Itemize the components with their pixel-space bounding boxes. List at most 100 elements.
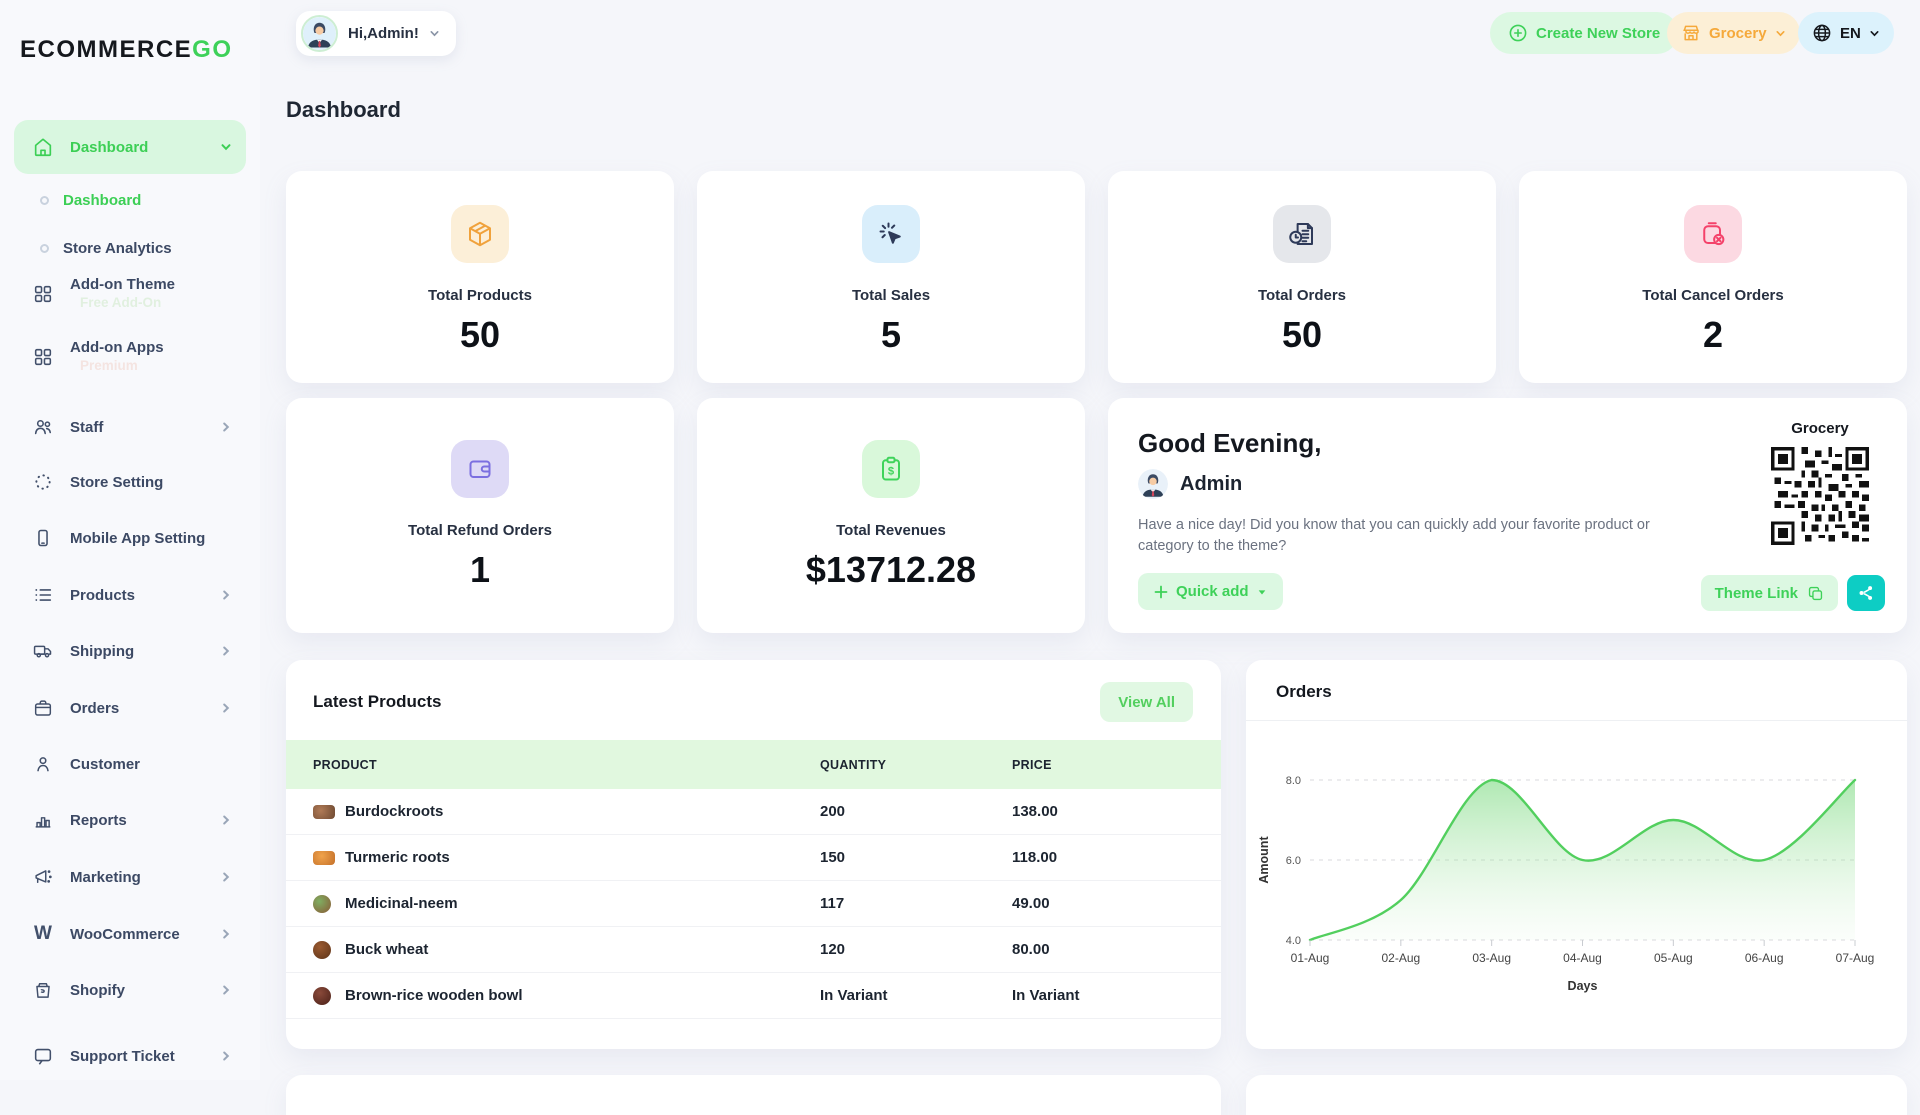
create-new-store-label: Create New Store [1536, 24, 1661, 42]
share-icon [1859, 586, 1873, 600]
storefront-icon [1683, 25, 1699, 41]
sidebar-item-label: Reports [70, 811, 127, 829]
orders-area-chart: 4.0 6.0 8.0 01-Aug 02-Aug 03-Aug 04-Aug 05-Aug 0… [1254, 755, 1899, 1015]
greeting-title: Good Evening, [1138, 428, 1322, 458]
table-row[interactable]: Brown-rice wooden bowl In Variant In Var… [286, 973, 1221, 1019]
theme-link-button[interactable]: Theme Link [1700, 575, 1838, 611]
divider [1246, 720, 1907, 721]
wallet-icon [451, 440, 509, 498]
column-header-quantity: QUANTITY [820, 757, 887, 772]
store-selector-chip[interactable]: Grocery [1667, 12, 1800, 54]
sidebar-item-addon-apps[interactable]: Add-on Apps Premium [14, 329, 246, 385]
stat-label: Total Orders [1257, 287, 1347, 304]
create-new-store-button[interactable]: Create New Store [1490, 12, 1679, 54]
language-selector-chip[interactable]: EN [1798, 12, 1894, 54]
svg-text:6.0: 6.0 [1286, 855, 1301, 867]
chevron-down-icon [1776, 30, 1785, 36]
sidebar-item-products[interactable]: Products [14, 567, 246, 623]
sidebar-item-dashboard[interactable]: Dashboard [14, 120, 246, 174]
product-quantity: 120 [820, 941, 846, 958]
share-button[interactable] [1847, 575, 1885, 611]
shopping-bag-icon [36, 983, 50, 998]
product-name: Buck wheat [345, 941, 429, 958]
sidebar-item-store-setting[interactable]: Store Setting [14, 454, 246, 510]
addon-badge: Free Add-On [80, 294, 162, 310]
table-row[interactable]: Medicinal-neem 117 49.00 [286, 881, 1221, 927]
grid-icon [34, 348, 52, 366]
table-row[interactable]: Buck wheat 120 80.00 [286, 927, 1221, 973]
sidebar-subitem-label: Store Analytics [63, 239, 172, 257]
sidebar-subitem-label: Dashboard [63, 191, 142, 209]
dotted-circle-icon [35, 474, 51, 490]
sidebar-item-label: Customer [70, 755, 141, 773]
product-quantity: 117 [820, 895, 845, 912]
sidebar-item-customer[interactable]: Customer [14, 736, 246, 792]
chevron-right-icon [223, 703, 230, 713]
sidebar-item-support-ticket[interactable]: Support Ticket [14, 1028, 246, 1084]
mobile-icon [38, 529, 48, 547]
table-row[interactable]: Turmeric roots 150 118.00 [286, 835, 1221, 881]
sidebar-item-label: WooCommerce [70, 925, 180, 943]
svg-text:4.0: 4.0 [1286, 935, 1301, 947]
sidebar-subitem-dashboard[interactable]: Dashboard [14, 178, 246, 222]
sidebar-item-label: Mobile App Setting [70, 529, 206, 547]
store-selector-label: Grocery [1709, 24, 1767, 42]
sidebar-item-woocommerce[interactable]: W WooCommerce [14, 906, 246, 962]
home-icon [34, 138, 52, 157]
sidebar-item-marketing[interactable]: Marketing [14, 849, 246, 905]
view-all-button[interactable]: View All [1100, 682, 1193, 722]
product-name: Brown-rice wooden bowl [345, 987, 523, 1004]
truck-icon [33, 645, 52, 658]
latest-products-card: Latest Products View All PRODUCT QUANTIT… [286, 660, 1221, 1049]
megaphone-icon [35, 870, 52, 884]
table-header: PRODUCT QUANTITY PRICE [286, 740, 1221, 789]
list-icon [35, 589, 52, 601]
chevron-down-icon [1870, 30, 1879, 36]
product-thumbnail [313, 804, 335, 819]
svg-text:$: $ [888, 466, 895, 478]
sidebar-item-reports[interactable]: Reports [14, 792, 246, 848]
product-thumbnail [313, 986, 331, 1005]
bullet-icon [40, 195, 49, 205]
sidebar-item-shopify[interactable]: Shopify [14, 962, 246, 1018]
chevron-right-icon [223, 1051, 230, 1061]
product-thumbnail [313, 850, 335, 865]
brand-logo-black: ECOΜΜERCE [20, 36, 193, 63]
bar-chart-icon [35, 817, 51, 828]
sidebar-item-shipping[interactable]: Shipping [14, 623, 246, 679]
sidebar-item-mobile-app-setting[interactable]: Mobile App Setting [14, 510, 246, 566]
orders-chart-title: Orders [1276, 682, 1332, 701]
click-icon [862, 205, 920, 263]
orders-chart-card: Orders 4.0 6.0 8.0 01-Aug 02-Aug 03-Aug 04-Aug… [1246, 660, 1907, 1049]
sidebar-item-addon-theme[interactable]: Add-on Theme Free Add-On [14, 266, 246, 322]
stat-label: Total Sales [851, 287, 931, 304]
product-price: 118.00 [1012, 849, 1058, 866]
stat-card-total-refund-orders: Total Refund Orders 1 [286, 398, 674, 633]
partial-card [286, 1075, 1221, 1115]
svg-text:07-Aug: 07-Aug [1836, 951, 1875, 965]
user-greeting-label: Hi,Admin! [348, 25, 419, 42]
user-menu-chip[interactable]: Hi,Admin! [296, 11, 456, 56]
quick-add-button[interactable]: Quick add [1138, 573, 1283, 611]
sidebar-item-staff[interactable]: Staff [14, 399, 246, 455]
plus-icon [1154, 585, 1168, 598]
chevron-right-icon [223, 872, 230, 882]
sidebar-subitem-store-analytics[interactable]: Store Analytics [14, 226, 246, 270]
stat-card-total-orders: Total Orders 50 [1108, 171, 1496, 383]
store-name-label: Grocery [1791, 420, 1849, 437]
sidebar-item-label: Dashboard [70, 138, 149, 156]
chevron-right-icon [223, 646, 230, 656]
sidebar-item-label: Marketing [70, 868, 141, 886]
cancel-order-icon [1684, 205, 1742, 263]
sidebar-item-label: Add-on Apps [70, 339, 164, 357]
sidebar-item-label: Shopify [70, 981, 125, 999]
product-price: 49.00 [1012, 895, 1050, 912]
stat-value: 1 [469, 549, 491, 590]
sidebar-item-label: Staff [70, 418, 104, 436]
users-icon [34, 419, 52, 435]
sidebar-item-orders[interactable]: Orders [14, 680, 246, 736]
svg-text:02-Aug: 02-Aug [1381, 951, 1420, 965]
grid-icon [34, 285, 52, 303]
svg-text:04-Aug: 04-Aug [1563, 951, 1602, 965]
table-row[interactable]: Burdockroots 200 138.00 [286, 789, 1221, 835]
